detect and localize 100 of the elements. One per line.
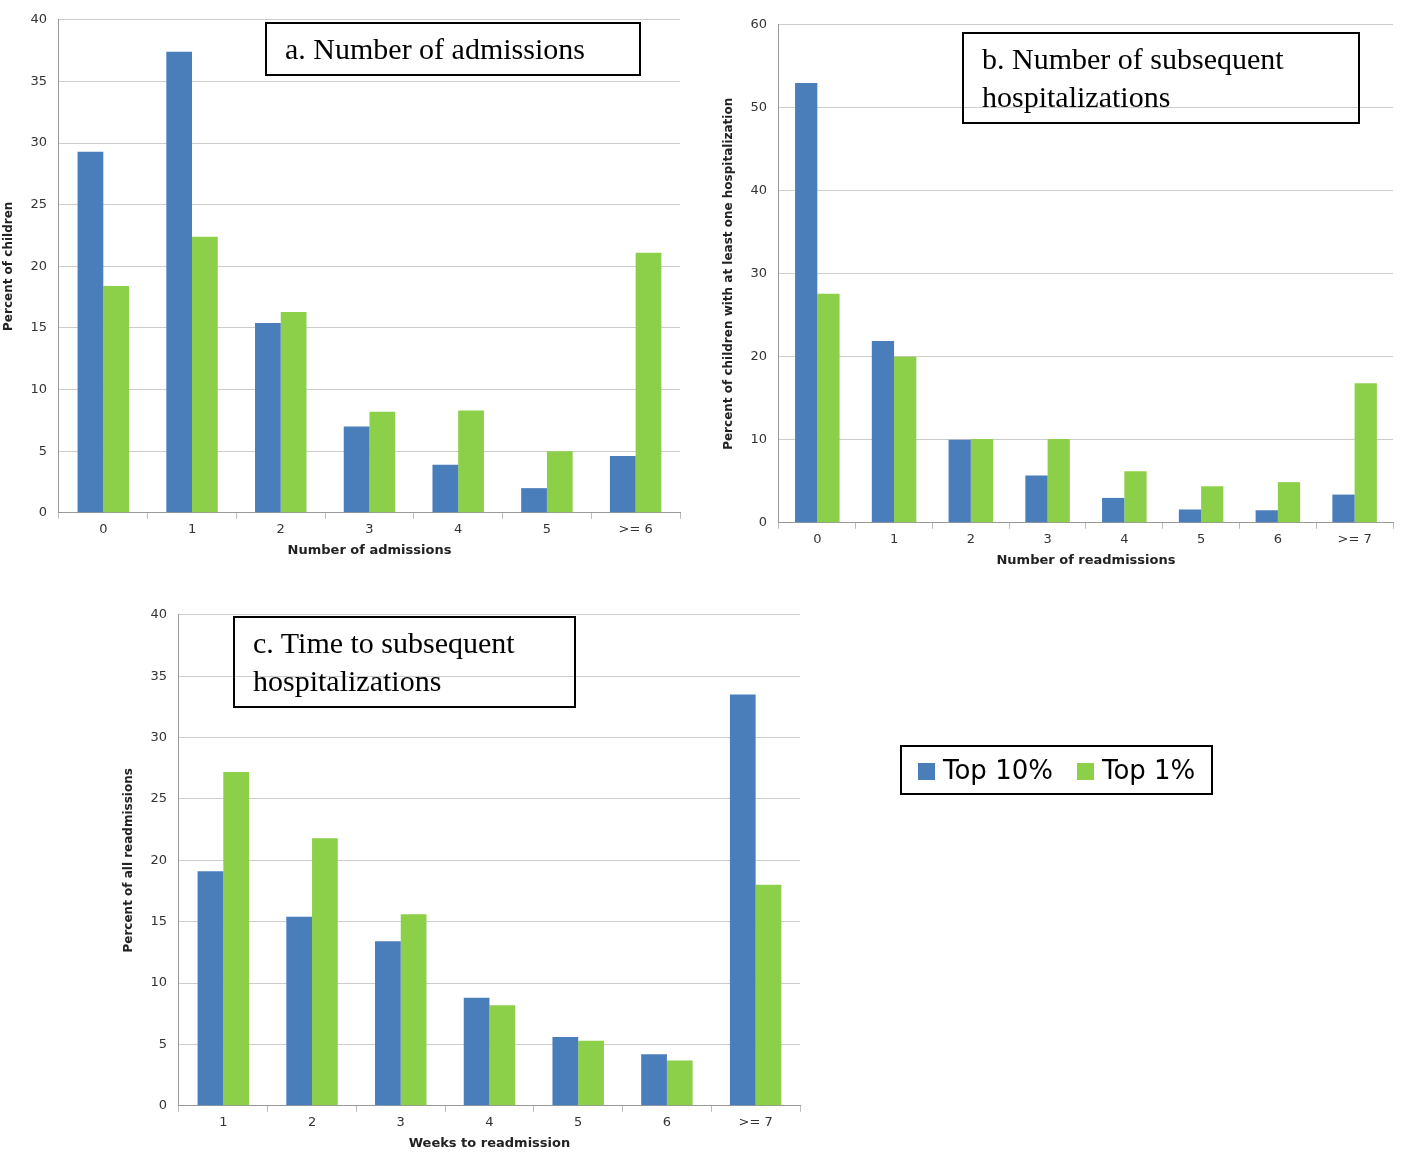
bar <box>1332 494 1355 523</box>
x-tick-label: 0 <box>813 530 822 546</box>
bar <box>578 1040 604 1106</box>
x-tick-label: 1 <box>219 1113 228 1129</box>
text: b. Number of subsequent hospitalizations <box>962 32 1360 124</box>
bar <box>197 871 224 1106</box>
bar <box>1047 438 1070 523</box>
x-tick-label: 6 <box>1273 530 1282 546</box>
bar <box>1178 509 1202 523</box>
bar <box>77 151 104 513</box>
y-tick-label: 30 <box>150 728 167 744</box>
x-tick-label: 2 <box>307 1113 317 1129</box>
x-tick-label: 2 <box>276 520 285 536</box>
bar <box>552 1037 579 1106</box>
y-tick-label: 40 <box>750 182 767 198</box>
x-axis-title: Number of readmissions <box>996 551 1176 567</box>
x-axis-title: Weeks to readmission <box>408 1134 571 1150</box>
y-tick-label: 10 <box>750 431 767 447</box>
bar <box>103 286 130 513</box>
y-tick-label: 5 <box>38 442 47 458</box>
y-tick-label: 20 <box>750 348 767 364</box>
x-tick-label: 2 <box>966 530 975 546</box>
x-tick-label: 4 <box>454 520 463 536</box>
y-tick-label: 35 <box>150 667 167 683</box>
bar <box>432 464 459 513</box>
chart-title: a. Number of admissions <box>265 22 641 76</box>
bar <box>1124 471 1147 523</box>
bar <box>546 451 573 513</box>
x-tick-label: 5 <box>1196 530 1206 546</box>
y-tick-label: 25 <box>150 790 167 806</box>
y-tick-label: 15 <box>30 319 47 335</box>
bar <box>255 323 281 513</box>
x-tick-label: 3 <box>396 1113 405 1129</box>
bar <box>375 941 401 1106</box>
text: c. Time to subsequent hospitalizations <box>233 616 576 708</box>
bar <box>1354 383 1377 523</box>
y-tick-label: 0 <box>38 504 47 520</box>
bar <box>223 771 250 1106</box>
bar <box>666 1060 693 1106</box>
bar <box>400 914 427 1106</box>
bar <box>641 1054 667 1106</box>
y-axis-title: Percent of children with at least one hospitalization <box>721 97 736 450</box>
bar <box>729 694 756 1106</box>
bar <box>755 884 782 1106</box>
x-tick-label: 4 <box>485 1113 494 1129</box>
bar <box>817 293 840 523</box>
bar <box>280 311 307 513</box>
x-axis-title: Number of admissions <box>287 541 452 557</box>
bar <box>970 438 994 523</box>
y-tick-label: 35 <box>30 72 47 88</box>
bar <box>894 356 917 523</box>
bar <box>286 916 313 1106</box>
bar <box>1025 475 1048 523</box>
bar <box>192 236 218 513</box>
x-tick-label: 5 <box>542 520 552 536</box>
bar <box>609 456 636 513</box>
x-tick-label: >= 6 <box>618 520 653 536</box>
legend-label: Top 1% <box>1100 755 1196 785</box>
bar <box>948 439 971 523</box>
bar <box>463 997 490 1106</box>
y-tick-label: 40 <box>150 606 167 622</box>
y-tick-label: 60 <box>750 16 767 32</box>
bar <box>521 488 547 513</box>
x-tick-label: 4 <box>1120 530 1129 546</box>
x-tick-label: 1 <box>889 530 899 546</box>
y-tick-label: 15 <box>150 913 167 929</box>
bar <box>1102 497 1125 523</box>
legend-label: Top 10% <box>942 755 1053 785</box>
y-tick-label: 20 <box>30 257 47 273</box>
y-tick-label: 0 <box>158 1097 167 1113</box>
bar <box>369 411 396 513</box>
bar <box>795 82 818 523</box>
y-tick-label: 5 <box>158 1035 167 1051</box>
bar <box>1201 486 1224 523</box>
bar <box>871 341 895 523</box>
bar <box>1277 482 1301 523</box>
x-tick-label: 1 <box>187 520 197 536</box>
bar <box>635 252 662 513</box>
y-tick-label: 50 <box>750 99 767 115</box>
x-tick-label: 3 <box>1043 530 1052 546</box>
bar <box>458 410 484 513</box>
x-tick-label: >= 7 <box>1337 530 1372 546</box>
y-axis-title: Percent of children <box>1 201 16 331</box>
x-tick-label: 0 <box>99 520 108 536</box>
bar <box>312 838 338 1106</box>
bar <box>166 51 193 513</box>
y-tick-label: 30 <box>750 265 767 281</box>
x-tick-label: >= 7 <box>738 1113 773 1129</box>
x-tick-label: 3 <box>365 520 374 536</box>
y-tick-label: 20 <box>150 851 167 867</box>
y-tick-label: 25 <box>30 196 47 212</box>
y-axis-title: Percent of all readmissions <box>121 768 136 953</box>
y-tick-label: 10 <box>150 974 167 990</box>
y-tick-label: 40 <box>30 11 47 27</box>
bar <box>343 426 370 513</box>
x-tick-label: 6 <box>662 1113 672 1129</box>
x-tick-label: 5 <box>574 1113 583 1129</box>
bar <box>1255 510 1278 523</box>
bar <box>489 1005 516 1106</box>
y-tick-label: 10 <box>30 380 47 396</box>
